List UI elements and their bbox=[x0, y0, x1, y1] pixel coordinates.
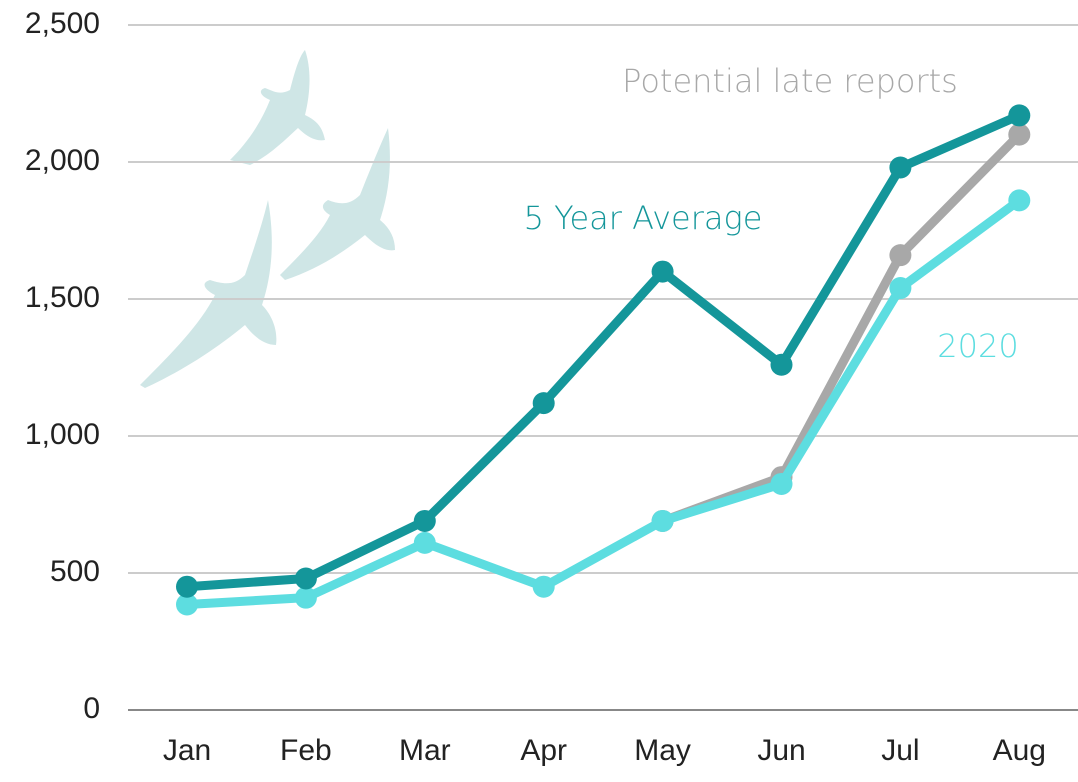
data-point bbox=[413, 509, 436, 532]
data-point bbox=[1008, 189, 1031, 212]
x-tick-label: Mar bbox=[399, 734, 451, 767]
data-point bbox=[413, 531, 436, 554]
series-label: Potential late reports bbox=[622, 62, 958, 100]
data-point bbox=[176, 593, 198, 616]
y-tick-label: 1,000 bbox=[25, 418, 100, 451]
data-point bbox=[651, 260, 674, 283]
data-point bbox=[176, 575, 198, 598]
data-point bbox=[889, 156, 912, 179]
series-line bbox=[186, 111, 1022, 592]
data-point bbox=[770, 472, 793, 495]
data-point bbox=[889, 277, 912, 300]
x-tick-label: May bbox=[634, 734, 691, 767]
x-tick-label: Jan bbox=[163, 734, 211, 767]
data-point bbox=[770, 353, 793, 376]
y-tick-label: 2,500 bbox=[25, 7, 100, 40]
y-tick-label: 500 bbox=[50, 555, 100, 588]
series-label: 2020 bbox=[937, 327, 1018, 365]
data-point bbox=[532, 392, 555, 415]
y-tick-label: 1,500 bbox=[25, 281, 100, 314]
data-point bbox=[651, 509, 674, 532]
bird-decoration bbox=[140, 50, 395, 388]
series-label: 5 Year Average bbox=[524, 199, 763, 237]
data-point bbox=[532, 575, 555, 598]
x-tick-label: Jun bbox=[757, 734, 805, 767]
data-point bbox=[1008, 123, 1031, 146]
y-tick-label: 2,000 bbox=[25, 144, 100, 177]
y-tick-label: 0 bbox=[83, 692, 100, 725]
data-point bbox=[294, 567, 317, 590]
data-point bbox=[294, 586, 317, 609]
x-tick-label: Aug bbox=[993, 734, 1046, 767]
data-point bbox=[1008, 104, 1031, 127]
x-tick-label: Feb bbox=[280, 734, 332, 767]
x-tick-label: Apr bbox=[520, 734, 567, 767]
series-line bbox=[186, 196, 1022, 610]
data-point bbox=[889, 244, 912, 267]
x-tick-label: Jul bbox=[881, 734, 919, 767]
